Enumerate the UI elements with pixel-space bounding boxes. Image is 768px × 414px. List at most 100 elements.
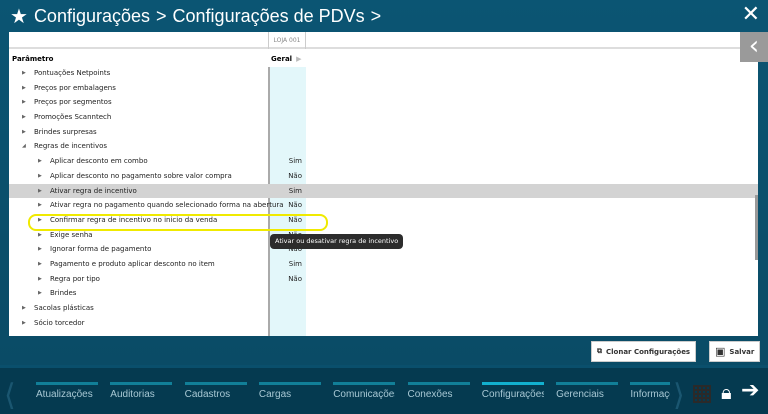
close-icon[interactable]: ✕ bbox=[741, 2, 760, 27]
clone-config-button[interactable]: ⧉ Clonar Configurações bbox=[591, 341, 697, 362]
nav-item[interactable]: Comunicações bbox=[333, 382, 396, 408]
table-row[interactable]: ▶ Pagamento e produto aplicar desconto no… bbox=[9, 257, 758, 272]
row-value[interactable]: Não bbox=[288, 215, 302, 224]
value-header[interactable]: Geral ▶ bbox=[271, 51, 301, 67]
row-label: Regras de incentivos bbox=[34, 142, 108, 151]
nav-label: Configurações bbox=[481, 389, 544, 400]
nav-item[interactable]: Cargas bbox=[258, 382, 321, 408]
collapsed-arrow-icon[interactable]: ▶ bbox=[38, 246, 42, 253]
table-row[interactable]: ▶ Brindes surpresas bbox=[9, 125, 758, 140]
clone-icon: ⧉ bbox=[597, 347, 602, 355]
row-value[interactable]: Não bbox=[288, 201, 302, 210]
value-column bbox=[268, 67, 306, 336]
collapse-panel-button[interactable]: ‹ bbox=[740, 32, 768, 62]
row-label: Aplicar desconto em combo bbox=[50, 157, 148, 166]
row-label: Exige senha bbox=[50, 230, 93, 239]
row-label: Sócio torcedor bbox=[34, 318, 85, 327]
row-value[interactable]: Não bbox=[288, 274, 302, 283]
table-row[interactable]: ▶ Ignorar forma de pagamento Não bbox=[9, 242, 758, 257]
table-row[interactable]: ▶ Ativar regra no pagamento quando seleci… bbox=[9, 198, 758, 213]
row-label: Ativar regra de incentivo bbox=[50, 186, 137, 195]
nav-bar bbox=[184, 382, 247, 385]
value-header-label: Geral bbox=[271, 55, 293, 63]
collapsed-arrow-icon[interactable]: ▶ bbox=[22, 305, 26, 311]
row-label: Preços por segmentos bbox=[34, 98, 112, 107]
nav-prev-icon[interactable]: ⟨ bbox=[4, 378, 16, 413]
collapsed-arrow-icon[interactable]: ▶ bbox=[38, 260, 42, 267]
collapsed-arrow-icon[interactable]: ▶ bbox=[38, 216, 42, 223]
nav-item[interactable]: Conexões bbox=[407, 382, 470, 408]
expanded-arrow-icon[interactable]: ◢ bbox=[22, 143, 26, 150]
row-label: Brindes surpresas bbox=[34, 127, 97, 136]
nav-next-icon[interactable]: ⟩ bbox=[673, 378, 685, 413]
grid-menu-icon[interactable] bbox=[693, 385, 711, 403]
row-label: Aplicar desconto no pagamento sobre valo… bbox=[50, 171, 232, 180]
nav-label: Auditorias bbox=[110, 389, 155, 400]
table-row[interactable]: ▶ Sacolas plásticas bbox=[9, 301, 758, 316]
collapsed-arrow-icon[interactable]: ▶ bbox=[22, 128, 26, 135]
collapsed-arrow-icon[interactable]: ▶ bbox=[22, 114, 26, 121]
nav-item[interactable]: Cadastros bbox=[184, 382, 247, 408]
row-value[interactable]: Não bbox=[288, 245, 302, 254]
collapsed-arrow-icon[interactable]: ▶ bbox=[22, 319, 26, 326]
collapsed-arrow-icon[interactable]: ▶ bbox=[38, 275, 42, 282]
row-value[interactable]: Sim bbox=[288, 157, 302, 166]
nav-label: Comunicações bbox=[333, 389, 396, 400]
table-row[interactable]: ▶ Pontuações Netpoints bbox=[9, 66, 758, 81]
column-header-row: Parâmetro Geral ▶ bbox=[9, 51, 758, 67]
collapsed-arrow-icon[interactable]: ▶ bbox=[22, 70, 26, 76]
table-row[interactable]: ▶ Brindes bbox=[9, 286, 758, 301]
nav-label: Gerenciais bbox=[556, 389, 604, 400]
logout-arrow-icon[interactable]: ➔ bbox=[741, 378, 760, 403]
nav-label: Informações bbox=[630, 389, 670, 400]
table-row[interactable]: ▶ Preços por embalagens bbox=[9, 81, 758, 96]
table-row[interactable]: ▶ Promoções Scanntech bbox=[9, 110, 758, 125]
row-label: Pontuações Netpoints bbox=[34, 69, 111, 77]
sort-arrow-icon[interactable]: ▶ bbox=[296, 55, 302, 63]
nav-label: Atualizações bbox=[36, 389, 93, 400]
save-button[interactable]: ▣ Salvar bbox=[709, 341, 761, 362]
row-value[interactable]: Não bbox=[288, 171, 302, 180]
store-column-header: LOJA 001 bbox=[268, 32, 306, 49]
table-row[interactable]: ◢ Regras de incentivos bbox=[9, 139, 758, 154]
row-value[interactable]: Sim bbox=[288, 259, 302, 268]
row-label: Brindes bbox=[50, 289, 77, 298]
nav-item[interactable]: Atualizações bbox=[36, 382, 98, 408]
breadcrumb-item[interactable]: Configurações de PDVs bbox=[172, 5, 365, 26]
nav-item[interactable]: Gerenciais bbox=[556, 382, 619, 408]
store-header-row: LOJA 001 bbox=[9, 32, 758, 49]
collapsed-arrow-icon[interactable]: ▶ bbox=[22, 84, 26, 91]
nav-bar bbox=[110, 382, 173, 385]
star-icon[interactable]: ★ bbox=[10, 5, 28, 28]
nav-bar bbox=[36, 382, 98, 385]
highlight-marker bbox=[28, 214, 328, 231]
table-row[interactable]: ▶ Sócio torcedor bbox=[9, 316, 758, 331]
scrollbar[interactable] bbox=[755, 195, 758, 260]
breadcrumb-item[interactable]: Configurações bbox=[33, 5, 151, 26]
collapsed-arrow-icon[interactable]: ▶ bbox=[38, 290, 42, 297]
collapsed-arrow-icon[interactable]: ▶ bbox=[38, 158, 42, 165]
row-value[interactable]: Sim bbox=[288, 186, 302, 195]
param-header: Parâmetro bbox=[12, 55, 54, 63]
table-row[interactable]: ▶ Aplicar desconto no pagamento sobre val… bbox=[9, 169, 758, 184]
collapsed-arrow-icon[interactable]: ▶ bbox=[38, 231, 42, 238]
collapsed-arrow-icon[interactable]: ▶ bbox=[22, 99, 26, 106]
row-label: Ativar regra no pagamento quando selecio… bbox=[50, 201, 284, 210]
row-label: Confirmar regra de incentivo no inicio d… bbox=[50, 215, 218, 224]
nav-item[interactable]: Configurações bbox=[481, 382, 544, 408]
table-row[interactable]: ▶ Ativar regra de incentivo Sim bbox=[9, 183, 758, 199]
table-row[interactable]: ▶ Preços por segmentos bbox=[9, 95, 758, 110]
table-row[interactable]: ▶ Regra por tipo Não bbox=[9, 272, 758, 287]
table-row[interactable]: ▶ Confirmar regra de incentivo no inicio … bbox=[9, 213, 758, 228]
table-row[interactable]: ▶ Aplicar desconto em combo Sim bbox=[9, 154, 758, 169]
collapsed-arrow-icon[interactable]: ▶ bbox=[38, 187, 42, 194]
collapsed-arrow-icon[interactable]: ▶ bbox=[38, 202, 42, 209]
nav-item[interactable]: Auditorias bbox=[110, 382, 173, 408]
row-label: Pagamento e produto aplicar desconto no … bbox=[50, 259, 215, 268]
nav-bar bbox=[556, 382, 619, 385]
breadcrumb: ★ Configurações > Configurações de PDVs … bbox=[10, 4, 381, 28]
row-label: Regra por tipo bbox=[50, 274, 100, 283]
lock-icon[interactable]: 🔒︎ bbox=[721, 380, 732, 404]
nav-item[interactable]: Informações bbox=[630, 382, 671, 408]
collapsed-arrow-icon[interactable]: ▶ bbox=[38, 172, 42, 179]
